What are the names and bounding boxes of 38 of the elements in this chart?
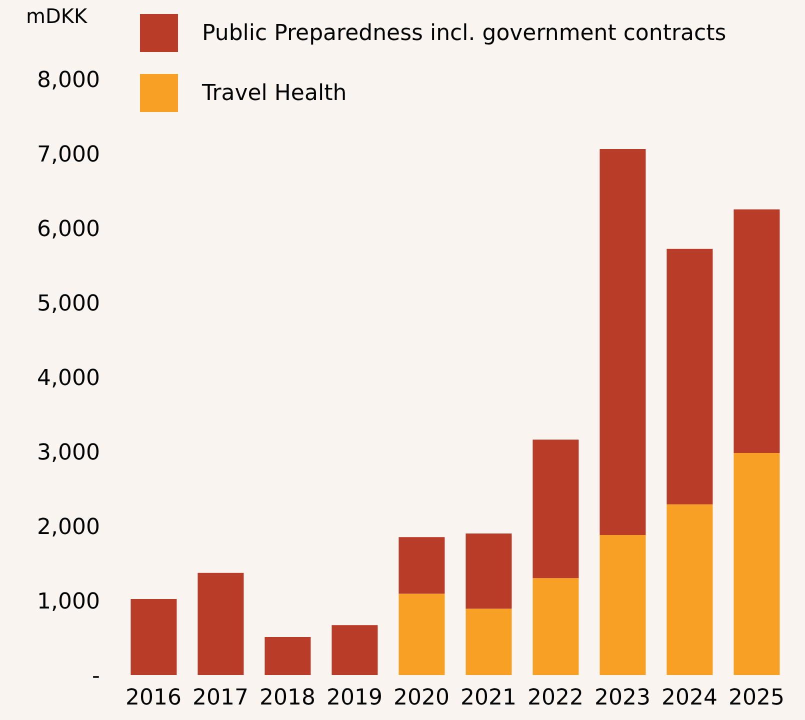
- bar: [734, 209, 780, 453]
- bar: [532, 578, 579, 675]
- y-tick-label: 6,000: [37, 216, 100, 242]
- x-tick-label: 2025: [728, 686, 784, 711]
- bar: [398, 537, 445, 594]
- y-tick-label: 3,000: [37, 440, 100, 466]
- y-tick-label: -: [92, 664, 100, 689]
- bar: [600, 534, 646, 675]
- y-tick-label: 8,000: [37, 68, 100, 93]
- bar: [466, 533, 512, 609]
- x-tick-label: 2019: [326, 686, 382, 711]
- bar: [130, 599, 177, 675]
- bar: [600, 149, 646, 535]
- legend-label: Public Preparedness incl. government contracts: [202, 20, 726, 46]
- x-tick-label: 2023: [594, 686, 650, 711]
- x-tick-label: 2017: [192, 686, 248, 711]
- y-tick-label: 7,000: [37, 142, 100, 168]
- bar: [332, 625, 378, 675]
- bar: [532, 440, 579, 578]
- y-tick-label: 2,000: [37, 514, 100, 540]
- x-tick-label: 2024: [662, 686, 718, 711]
- bar: [398, 594, 445, 675]
- bar: [666, 504, 713, 675]
- y-tick-label: 1,000: [37, 589, 100, 614]
- x-tick-label: 2022: [528, 686, 584, 711]
- x-tick-label: 2016: [126, 686, 182, 711]
- bar: [264, 637, 311, 675]
- bar: [466, 608, 512, 675]
- y-axis-title: mDKK: [26, 4, 88, 28]
- y-tick-label: 5,000: [37, 291, 100, 316]
- bar: [666, 248, 713, 504]
- x-tick-label: 2021: [460, 686, 516, 711]
- x-tick-label: 2018: [260, 686, 316, 711]
- bar: [734, 452, 780, 675]
- y-tick-label: 4,000: [37, 366, 100, 391]
- legend-label: Travel Health: [202, 80, 347, 106]
- bar: [198, 572, 244, 675]
- x-tick-label: 2020: [394, 686, 450, 711]
